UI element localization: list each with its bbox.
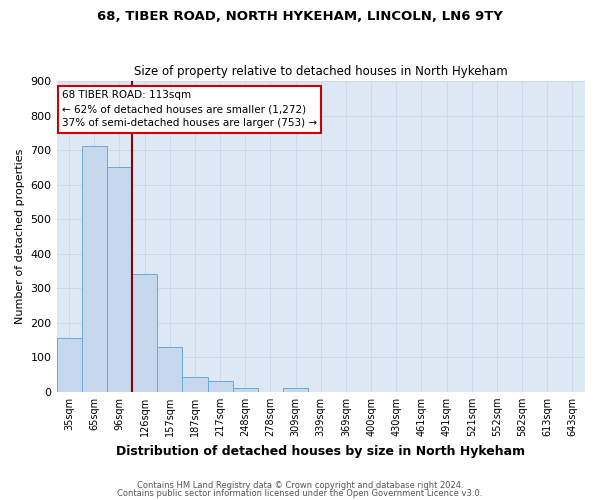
Bar [182, 378, 208, 392]
Bar [56, 338, 82, 392]
Title: Size of property relative to detached houses in North Hykeham: Size of property relative to detached ho… [134, 66, 508, 78]
Bar [233, 388, 258, 392]
Y-axis label: Number of detached properties: Number of detached properties [15, 148, 25, 324]
Text: Contains HM Land Registry data © Crown copyright and database right 2024.: Contains HM Land Registry data © Crown c… [137, 481, 463, 490]
Text: 68, TIBER ROAD, NORTH HYKEHAM, LINCOLN, LN6 9TY: 68, TIBER ROAD, NORTH HYKEHAM, LINCOLN, … [97, 10, 503, 23]
Bar [283, 388, 308, 392]
Bar [208, 382, 233, 392]
Bar [132, 274, 157, 392]
X-axis label: Distribution of detached houses by size in North Hykeham: Distribution of detached houses by size … [116, 444, 526, 458]
Text: 68 TIBER ROAD: 113sqm
← 62% of detached houses are smaller (1,272)
37% of semi-d: 68 TIBER ROAD: 113sqm ← 62% of detached … [62, 90, 317, 128]
Bar [82, 146, 107, 392]
Text: Contains public sector information licensed under the Open Government Licence v3: Contains public sector information licen… [118, 488, 482, 498]
Bar [107, 167, 132, 392]
Bar [157, 346, 182, 392]
